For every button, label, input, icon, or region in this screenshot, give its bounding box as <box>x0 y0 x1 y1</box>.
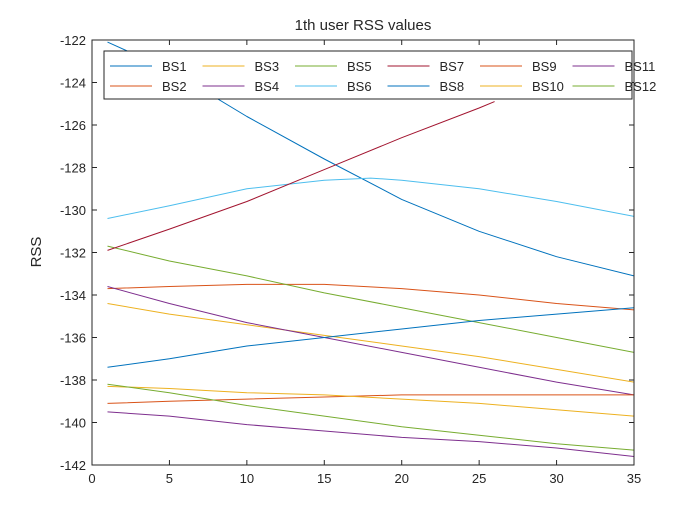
x-tick-label: 15 <box>317 471 331 486</box>
series-line-bs7 <box>107 101 495 251</box>
y-tick-label: -142 <box>60 458 86 473</box>
y-tick-label: -140 <box>60 416 86 431</box>
legend-label-bs7: BS7 <box>440 59 465 74</box>
y-tick-label: -138 <box>60 373 86 388</box>
legend-label-bs9: BS9 <box>532 59 557 74</box>
y-axis-label: RSS <box>28 237 45 268</box>
legend: BS1 BS3 BS5 BS7 BS9 BS11 BS2 BS4 BS6 BS8 BS10 BS12 <box>103 50 657 100</box>
x-tick-label: 20 <box>394 471 408 486</box>
legend-label-bs11: BS11 <box>625 59 656 74</box>
x-tick-label: 5 <box>166 471 173 486</box>
series-line-bs11 <box>107 411 634 457</box>
x-tick-label: 10 <box>240 471 254 486</box>
legend-label-bs10: BS10 <box>532 79 564 94</box>
series-line-bs9 <box>107 394 634 404</box>
x-tick-label: 30 <box>549 471 563 486</box>
series-line-bs4 <box>107 286 634 396</box>
series-line-bs12 <box>107 383 634 451</box>
y-tick-label: -130 <box>60 203 86 218</box>
y-tick-label: -132 <box>60 246 86 261</box>
x-tick-label: 35 <box>627 471 641 486</box>
legend-label-bs4: BS4 <box>255 79 280 94</box>
legend-box <box>103 50 633 100</box>
chart-title: 1th user RSS values <box>295 17 432 34</box>
y-tick-label: -122 <box>60 33 86 48</box>
series-line-bs3 <box>107 303 634 383</box>
y-tick-label: -134 <box>60 288 86 303</box>
legend-label-bs8: BS8 <box>440 79 465 94</box>
legend-label-bs5: BS5 <box>347 59 372 74</box>
legend-label-bs3: BS3 <box>255 59 280 74</box>
axis-layer: 0 5 10 15 20 25 30 35 -142 -140 -138 -136 -134 -132 -1… <box>60 33 641 486</box>
y-tick-label: -136 <box>60 331 86 346</box>
series-layer <box>107 41 634 457</box>
x-tick-label: 25 <box>472 471 486 486</box>
series-line-bs8 <box>107 307 634 368</box>
x-tick-label: 0 <box>88 471 95 486</box>
legend-label-bs1: BS1 <box>162 59 187 74</box>
series-line-bs5 <box>107 245 634 353</box>
y-tick-label: -126 <box>60 118 86 133</box>
legend-label-bs6: BS6 <box>347 79 372 94</box>
series-line-bs6 <box>107 177 634 219</box>
legend-label-bs2: BS2 <box>162 79 187 94</box>
legend-label-bs12: BS12 <box>625 79 657 94</box>
y-tick-label: -124 <box>60 76 86 91</box>
y-tick-label: -128 <box>60 161 86 176</box>
series-line-bs2 <box>107 283 634 311</box>
series-line-bs10 <box>107 385 634 417</box>
